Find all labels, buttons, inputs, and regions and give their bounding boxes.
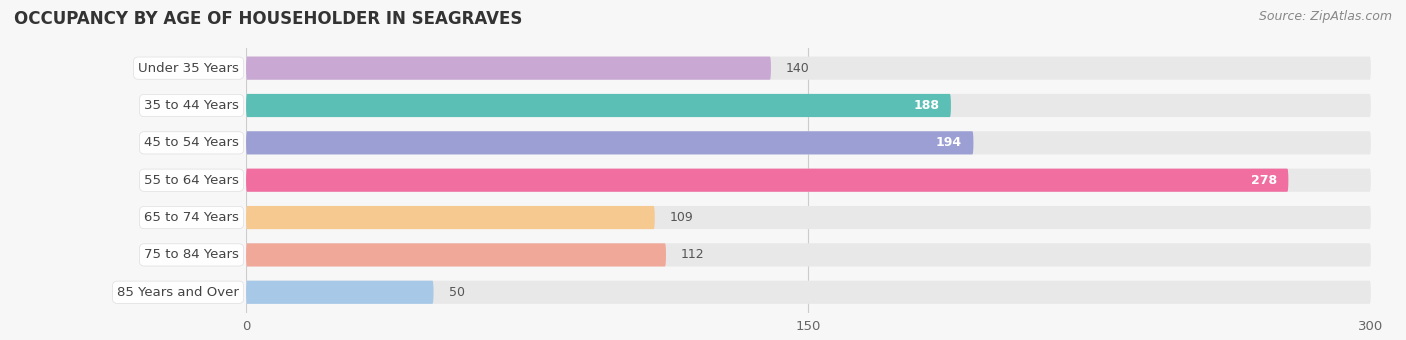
FancyBboxPatch shape xyxy=(246,281,433,304)
FancyBboxPatch shape xyxy=(246,56,770,80)
Text: 75 to 84 Years: 75 to 84 Years xyxy=(145,249,239,261)
FancyBboxPatch shape xyxy=(246,243,666,267)
FancyBboxPatch shape xyxy=(246,56,1371,80)
Text: 65 to 74 Years: 65 to 74 Years xyxy=(145,211,239,224)
Text: 140: 140 xyxy=(786,62,810,75)
Text: 109: 109 xyxy=(669,211,693,224)
Text: 112: 112 xyxy=(681,249,704,261)
FancyBboxPatch shape xyxy=(246,94,950,117)
Text: Under 35 Years: Under 35 Years xyxy=(138,62,239,75)
Text: Source: ZipAtlas.com: Source: ZipAtlas.com xyxy=(1258,10,1392,23)
FancyBboxPatch shape xyxy=(246,131,973,154)
Text: 55 to 64 Years: 55 to 64 Years xyxy=(145,174,239,187)
FancyBboxPatch shape xyxy=(246,94,1371,117)
FancyBboxPatch shape xyxy=(246,206,655,229)
FancyBboxPatch shape xyxy=(246,169,1371,192)
Text: 194: 194 xyxy=(936,136,962,149)
Text: 35 to 44 Years: 35 to 44 Years xyxy=(145,99,239,112)
Text: 278: 278 xyxy=(1251,174,1277,187)
Text: 188: 188 xyxy=(914,99,939,112)
Text: 45 to 54 Years: 45 to 54 Years xyxy=(145,136,239,149)
FancyBboxPatch shape xyxy=(246,169,1288,192)
FancyBboxPatch shape xyxy=(246,243,1371,267)
FancyBboxPatch shape xyxy=(246,281,1371,304)
FancyBboxPatch shape xyxy=(246,131,1371,154)
Text: 85 Years and Over: 85 Years and Over xyxy=(117,286,239,299)
Text: OCCUPANCY BY AGE OF HOUSEHOLDER IN SEAGRAVES: OCCUPANCY BY AGE OF HOUSEHOLDER IN SEAGR… xyxy=(14,10,523,28)
Text: 50: 50 xyxy=(449,286,464,299)
FancyBboxPatch shape xyxy=(246,206,1371,229)
